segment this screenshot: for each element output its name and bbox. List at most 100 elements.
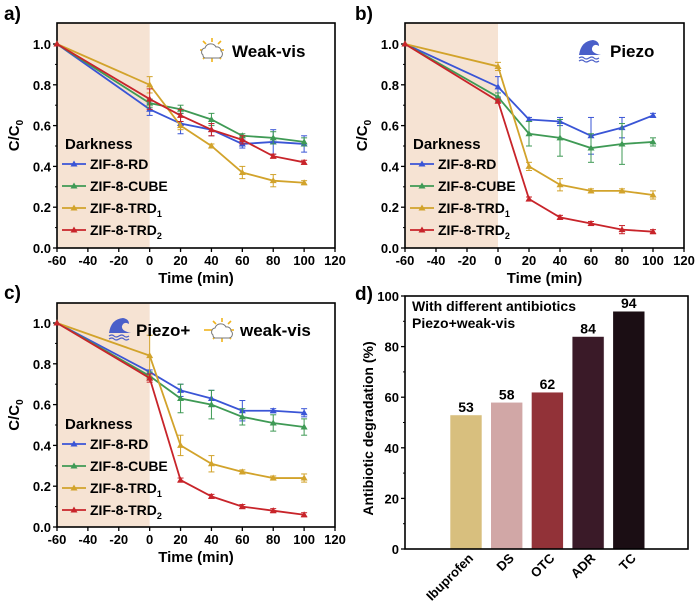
- x-tick-label: 100: [293, 532, 315, 547]
- legend-label-main: ZIF-8-RD: [90, 436, 148, 452]
- x-tick-label: 0: [146, 532, 153, 547]
- data-point: [618, 187, 626, 194]
- legend-label-main: ZIF-8-RD: [438, 156, 496, 172]
- data-label: 62: [540, 376, 556, 392]
- legend-label-main: ZIF-8-CUBE: [438, 178, 516, 194]
- x-tick-label: 120: [673, 253, 695, 268]
- legend-label-sub: 2: [505, 231, 510, 241]
- data-point: [207, 401, 215, 408]
- data-point: [146, 95, 154, 102]
- x-tick-label: -20: [109, 532, 128, 547]
- series-ZIF-8-CUBE: [401, 40, 657, 165]
- data-point: [300, 474, 308, 481]
- wave-ripple: [578, 59, 600, 63]
- legend-title: Darkness: [65, 416, 133, 433]
- legend-item: ZIF-8-RD: [62, 156, 148, 172]
- legend-label-main: ZIF-8-TRD: [90, 502, 157, 518]
- data-point: [556, 181, 564, 188]
- data-point: [269, 474, 277, 481]
- data-point: [556, 134, 564, 141]
- panel-a: a)0.00.20.40.60.81.0-60 -40 -20 0 20 40 60 80 10…: [4, 4, 346, 287]
- legend-item: ZIF-8-CUBE: [62, 458, 168, 474]
- legend-label-main: ZIF-8-CUBE: [90, 178, 168, 194]
- wave-ripple: [108, 337, 130, 341]
- y-tick-label: 0.8: [33, 357, 51, 372]
- y-tick-label: 0: [392, 542, 399, 557]
- legend-item: ZIF-8-CUBE: [410, 178, 516, 194]
- x-tick-label: -60: [48, 253, 67, 268]
- panel-label: d): [355, 284, 373, 305]
- y-axis-label-sub: 0: [15, 119, 26, 125]
- x-tick-label: 40: [553, 253, 567, 268]
- wave-icon: [578, 40, 601, 63]
- y-tick-label: 100: [377, 289, 399, 304]
- legend: DarknessZIF-8-RDZIF-8-CUBEZIF-8-TRD1ZIF-…: [62, 416, 168, 521]
- y-tick-label: 0.0: [381, 241, 399, 256]
- x-tick-label: 40: [204, 532, 218, 547]
- legend-swatch-marker: [70, 440, 78, 447]
- y-tick-label: 0.8: [381, 78, 399, 93]
- legend-swatch-marker: [418, 226, 426, 233]
- data-point: [269, 419, 277, 426]
- legend-label-main: ZIF-8-TRD: [90, 222, 157, 238]
- series-ZIF-8-TRD2: [53, 319, 308, 518]
- y-tick-label: 1.0: [33, 37, 51, 52]
- y-tick-label: 20: [385, 491, 399, 506]
- y-tick-label: 80: [385, 340, 399, 355]
- sun-ray: [217, 40, 222, 45]
- panel-label: b): [355, 4, 373, 25]
- y-tick-label: 0.6: [33, 119, 51, 134]
- y-axis-label-main: C/C: [354, 125, 371, 151]
- data-point: [207, 142, 215, 149]
- data-label: 84: [580, 320, 596, 336]
- x-tick-label: 100: [293, 253, 315, 268]
- x-tick-label: DS: [493, 550, 517, 574]
- bar-OTC: [531, 391, 564, 550]
- data-point: [649, 228, 657, 235]
- plot-frame: [404, 22, 685, 249]
- legend-item: ZIF-8-TRD1: [410, 200, 510, 219]
- data-point: [207, 460, 215, 467]
- x-tick-label: 120: [324, 532, 346, 547]
- data-point: [525, 195, 533, 202]
- legend-item: ZIF-8-TRD1: [62, 200, 162, 219]
- y-axis-label: C/C0: [354, 119, 374, 151]
- legend-label-main: ZIF-8-TRD: [438, 222, 505, 238]
- legend-swatch-marker: [70, 204, 78, 211]
- data-point: [238, 503, 246, 510]
- data-point: [494, 97, 502, 104]
- y-axis-label-sub: 0: [15, 399, 26, 405]
- legend-label-main: ZIF-8-RD: [90, 156, 148, 172]
- data-point: [238, 136, 246, 143]
- data-point: [238, 468, 246, 475]
- x-tick-label: -20: [458, 253, 477, 268]
- data-point: [177, 111, 185, 118]
- legend-swatch-marker: [70, 160, 78, 167]
- data-point: [146, 374, 154, 381]
- wave-crest: [109, 318, 131, 333]
- data-point: [207, 492, 215, 499]
- data-label: 94: [621, 295, 637, 311]
- cloud-shape: [201, 43, 223, 59]
- y-tick-label: 0.6: [33, 398, 51, 413]
- x-tick-label: 0: [494, 253, 501, 268]
- data-point: [238, 169, 246, 176]
- legend-label-sub: 2: [157, 511, 162, 521]
- legend-label-sub: 1: [157, 489, 162, 499]
- x-tick-label: 20: [173, 253, 187, 268]
- plot-frame: [56, 302, 336, 528]
- legend-label: ZIF-8-CUBE: [438, 178, 516, 194]
- data-point: [556, 213, 564, 220]
- panel-d: d) 53 Ibuprofen 58 DS 62 OTC 84 ADR 94 TC 0 20 40 60 80…: [355, 284, 689, 604]
- x-axis-label: Time (min): [507, 270, 583, 287]
- data-point: [587, 220, 595, 227]
- legend-title: Darkness: [413, 136, 481, 153]
- y-tick-label: 0.4: [33, 159, 52, 174]
- data-point: [53, 319, 61, 326]
- legend-label-sub: 1: [505, 209, 510, 219]
- data-point: [300, 179, 308, 186]
- data-point: [649, 191, 657, 198]
- y-axis-label: C/C0: [6, 119, 26, 151]
- y-tick-label: 0.2: [381, 200, 399, 215]
